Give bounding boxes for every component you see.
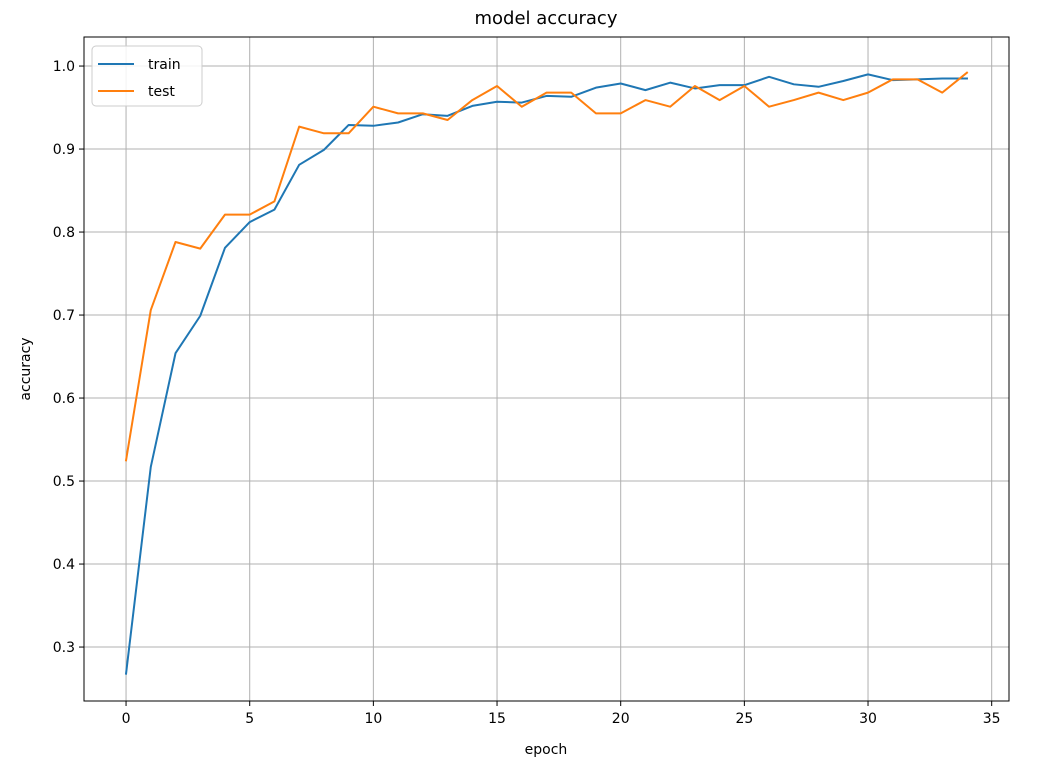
x-tick-label: 15 [488, 711, 506, 727]
x-axis-label: epoch [525, 742, 568, 758]
y-tick-label: 0.3 [53, 640, 75, 656]
x-tick-label: 25 [735, 711, 753, 727]
legend-box [91, 45, 203, 107]
x-tick-label: 20 [612, 711, 630, 727]
y-axis-label: accuracy [18, 337, 34, 400]
axis-ticks: 0 5 10 15 20 25 30 35 0.3 0.4 0.5 0.6 0.7 0.8 0.9 1.0 [53, 59, 1001, 727]
y-tick-label: 1.0 [53, 59, 75, 75]
y-tick-label: 0.6 [53, 391, 75, 407]
grid [84, 37, 1009, 701]
x-tick-label: 0 [122, 711, 131, 727]
x-tick-label: 30 [859, 711, 877, 727]
legend-label-train: train [148, 57, 181, 73]
y-tick-label: 0.5 [53, 474, 75, 490]
legend-label-test: test [148, 84, 175, 100]
y-tick-label: 0.4 [53, 557, 75, 573]
y-tick-label: 0.8 [53, 225, 75, 241]
series-line-train [124, 73, 968, 675]
chart-title: model accuracy [475, 8, 618, 29]
series-line-test [124, 71, 969, 462]
series-lines [124, 71, 969, 675]
x-tick-label: 5 [245, 711, 254, 727]
y-tick-label: 0.7 [53, 308, 75, 324]
y-tick-label: 0.9 [53, 142, 75, 158]
legend: train test [91, 45, 203, 107]
plot-area-frame [83, 36, 1010, 702]
x-tick-label: 10 [364, 711, 382, 727]
x-tick-label: 35 [983, 711, 1001, 727]
